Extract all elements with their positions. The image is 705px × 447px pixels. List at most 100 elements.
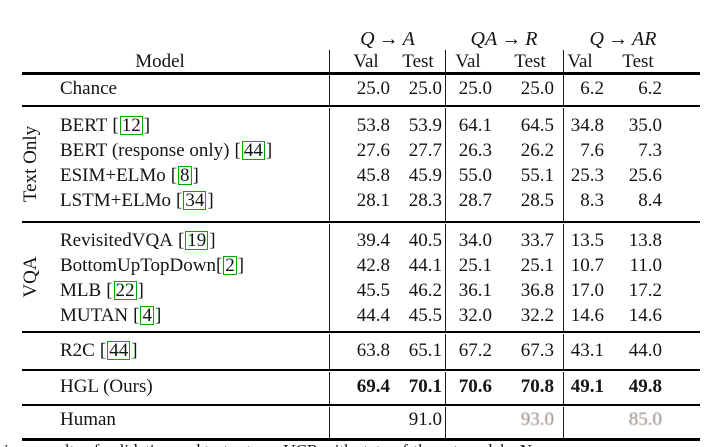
cell-val: 45.5 [356, 280, 390, 301]
cell-val: 64.1 [458, 115, 492, 136]
cell-val: 6.2 [580, 78, 604, 99]
column-divider [563, 407, 564, 438]
math-q: Q [360, 28, 375, 50]
rule-below-vqa [22, 331, 700, 333]
citation-link[interactable]: 22 [113, 280, 137, 301]
column-divider [329, 334, 330, 369]
table-row: BottomUpTopDown[2] 42.8 44.1 25.1 25.1 1… [0, 254, 705, 278]
column-divider [563, 50, 564, 72]
citation: [12] [112, 115, 151, 136]
arrow-icon: → [608, 28, 628, 50]
column-divider [563, 334, 564, 369]
model-name: BERT [60, 115, 108, 136]
cell-val: 67.2 [458, 340, 492, 361]
test-header: Test [402, 51, 434, 72]
citation-link[interactable]: 44 [241, 140, 265, 161]
col-group-q-to-ar: Q → AR [563, 26, 683, 52]
math-a: A [402, 28, 415, 50]
cell-test: 27.7 [408, 140, 442, 161]
model-name: Chance [60, 78, 117, 99]
cell-test: 35.0 [628, 115, 662, 136]
column-divider [445, 372, 446, 404]
citation: [44] [234, 140, 273, 161]
column-divider [563, 224, 564, 331]
table-row: MLB[22] 45.5 46.2 36.1 36.8 17.0 17.2 [0, 279, 705, 303]
cell-val: 28.1 [356, 190, 390, 211]
cell-val: 25.0 [458, 78, 492, 99]
cell-val: 25.3 [570, 165, 604, 186]
column-divider [563, 75, 564, 105]
cell-val: 7.6 [580, 140, 604, 161]
cell-val: 34.8 [570, 115, 604, 136]
column-divider [329, 372, 330, 404]
citation-link[interactable]: 34 [183, 190, 207, 211]
cell-val: 49.1 [570, 376, 604, 397]
cell-test: 64.5 [520, 115, 554, 136]
citation: [2] [215, 255, 245, 276]
model-column-header: Model [135, 51, 185, 72]
cell-val: 55.0 [458, 165, 492, 186]
model-name: R2C [60, 340, 95, 361]
table-row: LSTM+ELMo[34] 28.1 28.3 28.7 28.5 8.3 8.… [0, 189, 705, 213]
column-divider [329, 75, 330, 105]
cell-val: 32.0 [458, 305, 492, 326]
model-name: BERT (response only) [60, 140, 230, 161]
col-group-q-to-a: Q → A [330, 26, 445, 52]
citation-link[interactable]: 8 [178, 165, 192, 186]
model-name: ESIM+ELMo [60, 165, 166, 186]
cell-test: 44.0 [628, 340, 662, 361]
citation: [34] [176, 190, 214, 211]
citation-link[interactable]: 2 [223, 255, 237, 276]
cell-test: 33.7 [520, 230, 554, 251]
cell-test: 14.6 [628, 305, 662, 326]
table-caption-fragment: ison results of validation and test sets… [4, 441, 704, 447]
cell-test: 32.2 [520, 305, 554, 326]
cell-test: 70.1 [408, 376, 442, 397]
citation-link[interactable]: 12 [119, 115, 143, 136]
citation-link[interactable]: 44 [107, 340, 131, 361]
cell-test: 70.8 [520, 376, 554, 397]
citation-link[interactable]: 4 [140, 305, 154, 326]
column-divider [329, 407, 330, 438]
val-header: Val [353, 51, 379, 72]
rule-below-text-only [22, 221, 700, 223]
model-name: Human [60, 409, 116, 430]
cell-test: 13.8 [628, 230, 662, 251]
test-header: Test [514, 51, 546, 72]
column-divider [445, 108, 446, 221]
column-divider [563, 108, 564, 221]
citation: [8] [170, 165, 199, 186]
cell-val: 39.4 [356, 230, 390, 251]
rule-below-chance [22, 105, 700, 107]
table-row-hgl-ours: HGL (Ours) 69.4 70.1 70.6 70.8 49.1 49.8 [0, 375, 705, 399]
citation: [4] [133, 305, 162, 326]
model-name: LSTM+ELMo [60, 190, 171, 211]
math-r: R [525, 28, 538, 50]
cell-val: 26.3 [458, 140, 492, 161]
cell-val: 42.8 [356, 255, 390, 276]
cell-test: 45.5 [408, 305, 442, 326]
cell-val: 70.6 [458, 376, 492, 397]
test-header: Test [622, 51, 654, 72]
citation-link[interactable]: 19 [185, 230, 209, 251]
table-row: R2C[44] 63.8 65.1 67.2 67.3 43.1 44.0 [0, 339, 705, 363]
cell-test: 67.3 [520, 340, 554, 361]
cell-val: 43.1 [570, 340, 604, 361]
table-row: Chance 25.0 25.0 25.0 25.0 6.2 6.2 [0, 77, 705, 101]
rule-below-header [22, 72, 700, 75]
cell-val: 44.4 [356, 305, 390, 326]
table-row: BERT (response only)[44] 27.6 27.7 26.3 … [0, 139, 705, 163]
column-divider [445, 75, 446, 105]
cell-test: 25.0 [408, 78, 442, 99]
rule-below-hgl [22, 404, 700, 406]
table-row: BERT[12] 53.8 53.9 64.1 64.5 34.8 35.0 [0, 114, 705, 138]
cell-val: 63.8 [356, 340, 390, 361]
cell-test: 91.0 [408, 409, 442, 430]
cell-test: 44.1 [408, 255, 442, 276]
cell-test: 53.9 [408, 115, 442, 136]
cell-test: 49.8 [628, 376, 662, 397]
cell-val: 14.6 [570, 305, 604, 326]
cell-val: 17.0 [570, 280, 604, 301]
column-divider [329, 108, 330, 221]
